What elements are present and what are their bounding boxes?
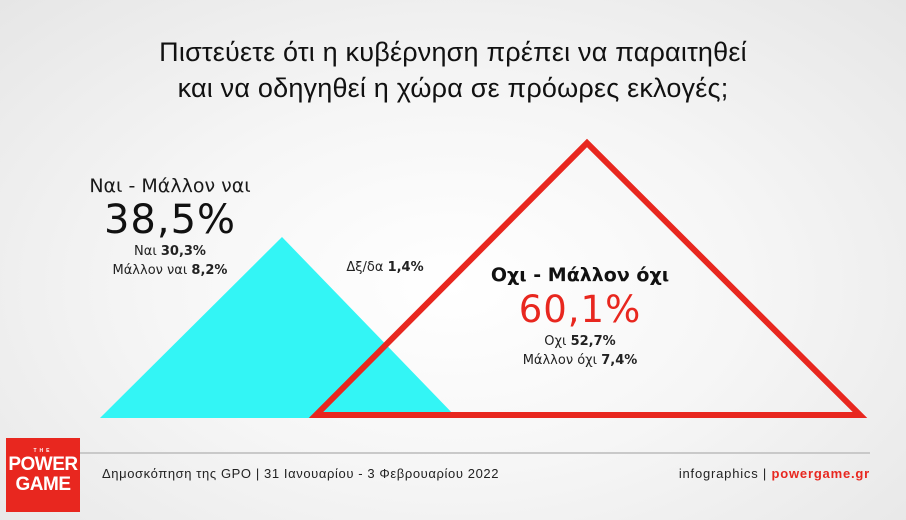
dont-know-label: Δξ/δα: [346, 260, 388, 275]
dont-know-summary: Δξ/δα 1,4%: [330, 260, 440, 275]
no-summary: Οχι - Μάλλον όχι 60,1% Οχι 52,7% Μάλλον …: [480, 262, 680, 370]
powergame-logo: THE POWER GAME: [6, 438, 80, 512]
no-label: Οχι - Μάλλον όχι: [490, 264, 670, 286]
poll-source: Δημοσκόπηση της GPO | 31 Ιανουαρίου - 3 …: [102, 466, 500, 481]
no-breakdown-1: Οχι 52,7%: [544, 334, 616, 349]
yes-label: Ναι - Μάλλον ναι: [89, 175, 251, 197]
no-breakdown-2: Μάλλον όχι 7,4%: [522, 353, 638, 368]
yes-breakdown-2: Μάλλον ναι 8,2%: [112, 263, 228, 278]
yes-summary: Ναι - Μάλλον ναι 38,5% Ναι 30,3% Μάλλον …: [60, 174, 280, 280]
title-line-1: Πιστεύετε ότι η κυβέρνηση πρέπει να παρα…: [159, 37, 747, 67]
site-link[interactable]: powergame.gr: [771, 466, 870, 481]
yes-total: 38,5%: [103, 197, 237, 243]
yes-breakdown-1: Ναι 30,3%: [134, 244, 206, 259]
no-triangle: [308, 138, 868, 418]
chart-title: Πιστεύετε ότι η κυβέρνηση πρέπει να παρα…: [0, 34, 906, 106]
credit-prefix: infographics |: [678, 466, 772, 481]
yes-triangle: [100, 237, 457, 418]
footer-divider: [58, 452, 870, 454]
title-line-2: και να οδηγηθεί η χώρα σε πρόωρες εκλογέ…: [177, 73, 729, 103]
no-total: 60,1%: [518, 288, 642, 331]
credit: infographics | powergame.gr: [679, 466, 870, 481]
dont-know-value: 1,4%: [387, 260, 424, 275]
